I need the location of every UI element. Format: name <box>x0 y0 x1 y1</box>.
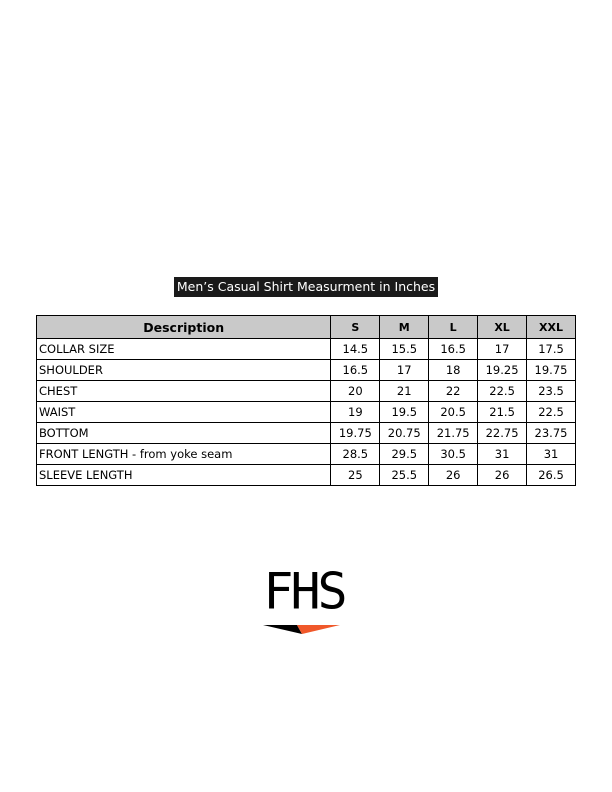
cell: 17 <box>379 359 430 381</box>
table-row: COLLAR SIZE 14.5 15.5 16.5 17 17.5 <box>35 338 576 360</box>
table-row: CHEST 20 21 22 22.5 23.5 <box>35 380 576 402</box>
logo: FHS <box>263 563 348 634</box>
cell: 20.75 <box>379 422 430 444</box>
row-label: SLEEVE LENGTH <box>35 464 332 486</box>
cell: 21.75 <box>428 422 479 444</box>
logo-text: FHS <box>263 563 344 621</box>
cell: 23.75 <box>526 422 576 444</box>
cell: 29.5 <box>379 443 430 465</box>
size-table: Description S M L XL XXL COLLAR SIZE 14.5 15.5 1… <box>35 315 576 486</box>
cell: 26 <box>428 464 479 486</box>
cell: 20.5 <box>428 401 479 423</box>
cell: 25 <box>330 464 381 486</box>
header-cell: M <box>379 315 430 339</box>
cell: 21.5 <box>477 401 528 423</box>
cell: 22 <box>428 380 479 402</box>
cell: 17 <box>477 338 528 360</box>
header-row: Description S M L XL XXL <box>35 315 576 339</box>
row-label: FRONT LENGTH - from yoke seam <box>35 443 332 465</box>
table-row: FRONT LENGTH - from yoke seam 28.5 29.5 30.… <box>35 443 576 465</box>
cell: 19.75 <box>526 359 576 381</box>
cell: 21 <box>379 380 430 402</box>
cell: 15.5 <box>379 338 430 360</box>
cell: 22.75 <box>477 422 528 444</box>
row-label: COLLAR SIZE <box>35 338 332 360</box>
cell: 17.5 <box>526 338 576 360</box>
cell: 14.5 <box>330 338 381 360</box>
logo-chevron-left <box>263 625 302 634</box>
cell: 18 <box>428 359 479 381</box>
cell: 31 <box>477 443 528 465</box>
cell: 26 <box>477 464 528 486</box>
cell: 19.75 <box>330 422 381 444</box>
cell: 19.25 <box>477 359 528 381</box>
cell: 28.5 <box>330 443 381 465</box>
table-row: SHOULDER 16.5 17 18 19.25 19.75 <box>35 359 576 381</box>
row-label: BOTTOM <box>35 422 332 444</box>
header-cell: XXL <box>526 315 576 339</box>
header-cell: S <box>330 315 381 339</box>
cell: 22.5 <box>477 380 528 402</box>
header-cell: XL <box>477 315 528 339</box>
cell: 30.5 <box>428 443 479 465</box>
cell: 31 <box>526 443 576 465</box>
table-body: COLLAR SIZE 14.5 15.5 16.5 17 17.5 SHOULDER 16.… <box>35 338 576 486</box>
table-row: SLEEVE LENGTH 25 25.5 26 26 26.5 <box>35 464 576 486</box>
cell: 26.5 <box>526 464 576 486</box>
table-row: BOTTOM 19.75 20.75 21.75 22.75 23.75 <box>35 422 576 444</box>
row-label: SHOULDER <box>35 359 332 381</box>
row-label: WAIST <box>35 401 332 423</box>
cell: 19.5 <box>379 401 430 423</box>
cell: 19 <box>330 401 381 423</box>
cell: 20 <box>330 380 381 402</box>
header-cell: Description <box>35 315 332 339</box>
table-row: WAIST 19 19.5 20.5 21.5 22.5 <box>35 401 576 423</box>
cell: 16.5 <box>428 338 479 360</box>
header-cell: L <box>428 315 479 339</box>
table-title: Men’s Casual Shirt Measurment in Inches <box>174 277 438 297</box>
cell: 22.5 <box>526 401 576 423</box>
cell: 16.5 <box>330 359 381 381</box>
cell: 25.5 <box>379 464 430 486</box>
cell: 23.5 <box>526 380 576 402</box>
row-label: CHEST <box>35 380 332 402</box>
logo-chevron-right <box>297 625 340 634</box>
